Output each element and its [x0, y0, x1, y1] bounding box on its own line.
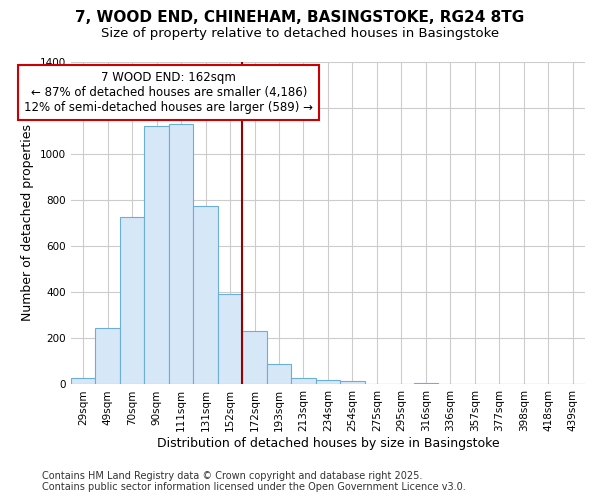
- Bar: [95, 328, 120, 384]
- Text: 7, WOOD END, CHINEHAM, BASINGSTOKE, RG24 8TG: 7, WOOD END, CHINEHAM, BASINGSTOKE, RG24…: [76, 10, 524, 25]
- Bar: [120, 217, 145, 384]
- Bar: [291, 378, 316, 384]
- Text: Contains HM Land Registry data © Crown copyright and database right 2025.
Contai: Contains HM Land Registry data © Crown c…: [42, 471, 466, 492]
- Text: 7 WOOD END: 162sqm
← 87% of detached houses are smaller (4,186)
12% of semi-deta: 7 WOOD END: 162sqm ← 87% of detached hou…: [25, 70, 313, 114]
- Bar: [193, 206, 218, 384]
- X-axis label: Distribution of detached houses by size in Basingstoke: Distribution of detached houses by size …: [157, 437, 499, 450]
- Bar: [169, 124, 193, 384]
- Bar: [267, 364, 291, 384]
- Text: Size of property relative to detached houses in Basingstoke: Size of property relative to detached ho…: [101, 28, 499, 40]
- Bar: [218, 294, 242, 384]
- Bar: [145, 126, 169, 384]
- Y-axis label: Number of detached properties: Number of detached properties: [21, 124, 34, 322]
- Bar: [340, 380, 365, 384]
- Bar: [413, 382, 438, 384]
- Bar: [71, 378, 95, 384]
- Bar: [242, 332, 267, 384]
- Bar: [316, 380, 340, 384]
